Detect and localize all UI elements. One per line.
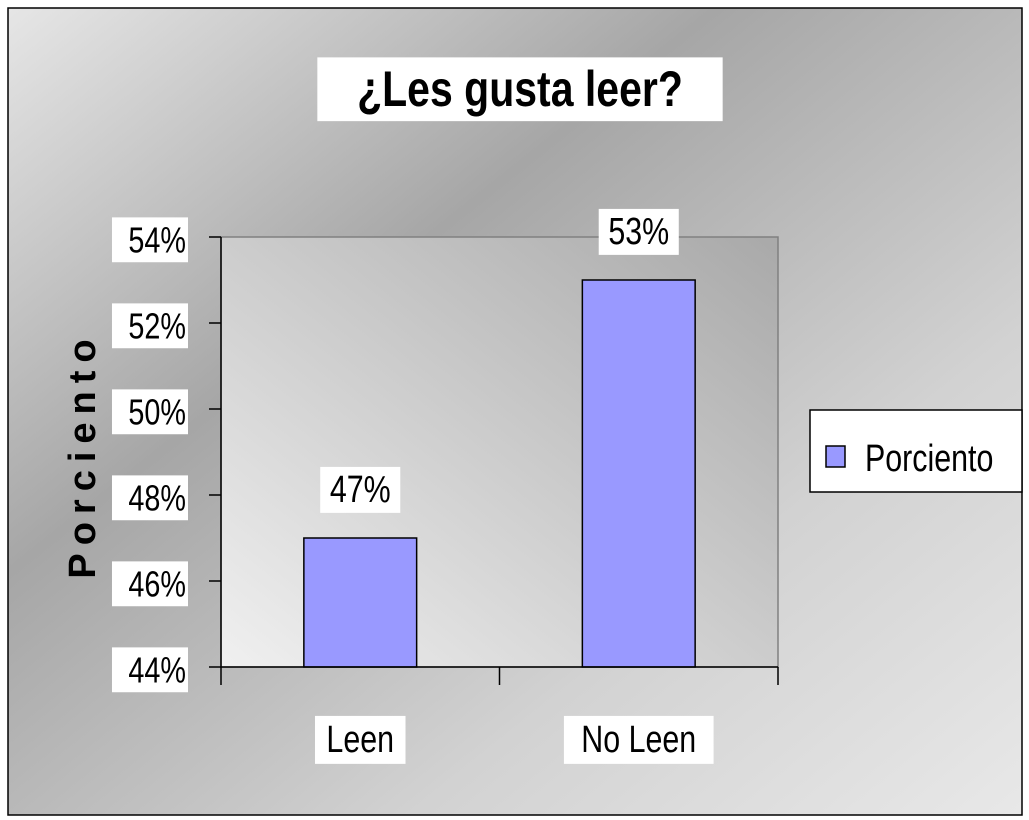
- label-background: [111, 475, 188, 521]
- legend-label: Porciento: [865, 438, 993, 480]
- label-background: [598, 208, 679, 255]
- label-background: [317, 57, 723, 122]
- y-tick-label: 46%: [128, 563, 186, 604]
- label-background: [320, 466, 401, 513]
- label-background: [111, 303, 188, 349]
- y-tick-label: 44%: [128, 649, 186, 690]
- y-tick-label: 50%: [128, 391, 186, 432]
- label-background: [314, 715, 406, 764]
- bar: [581, 279, 696, 668]
- chart-title: ¿Les gusta leer?: [357, 61, 683, 117]
- bar: [303, 537, 418, 668]
- label-background: [111, 217, 188, 263]
- legend-swatch: [825, 445, 846, 468]
- data-label: 47%: [330, 469, 391, 511]
- label-background: [111, 561, 188, 607]
- label-background: [111, 647, 188, 693]
- y-tick-label: 52%: [128, 305, 186, 346]
- x-tick-label: Leen: [326, 719, 394, 761]
- data-label: 53%: [608, 211, 669, 253]
- y-tick-label: 54%: [128, 219, 186, 260]
- y-tick-label: 48%: [128, 477, 186, 518]
- label-background: [563, 715, 714, 764]
- label-background: [111, 389, 188, 435]
- x-tick-label: No Leen: [581, 719, 696, 761]
- y-axis-title: Porciento: [62, 331, 104, 578]
